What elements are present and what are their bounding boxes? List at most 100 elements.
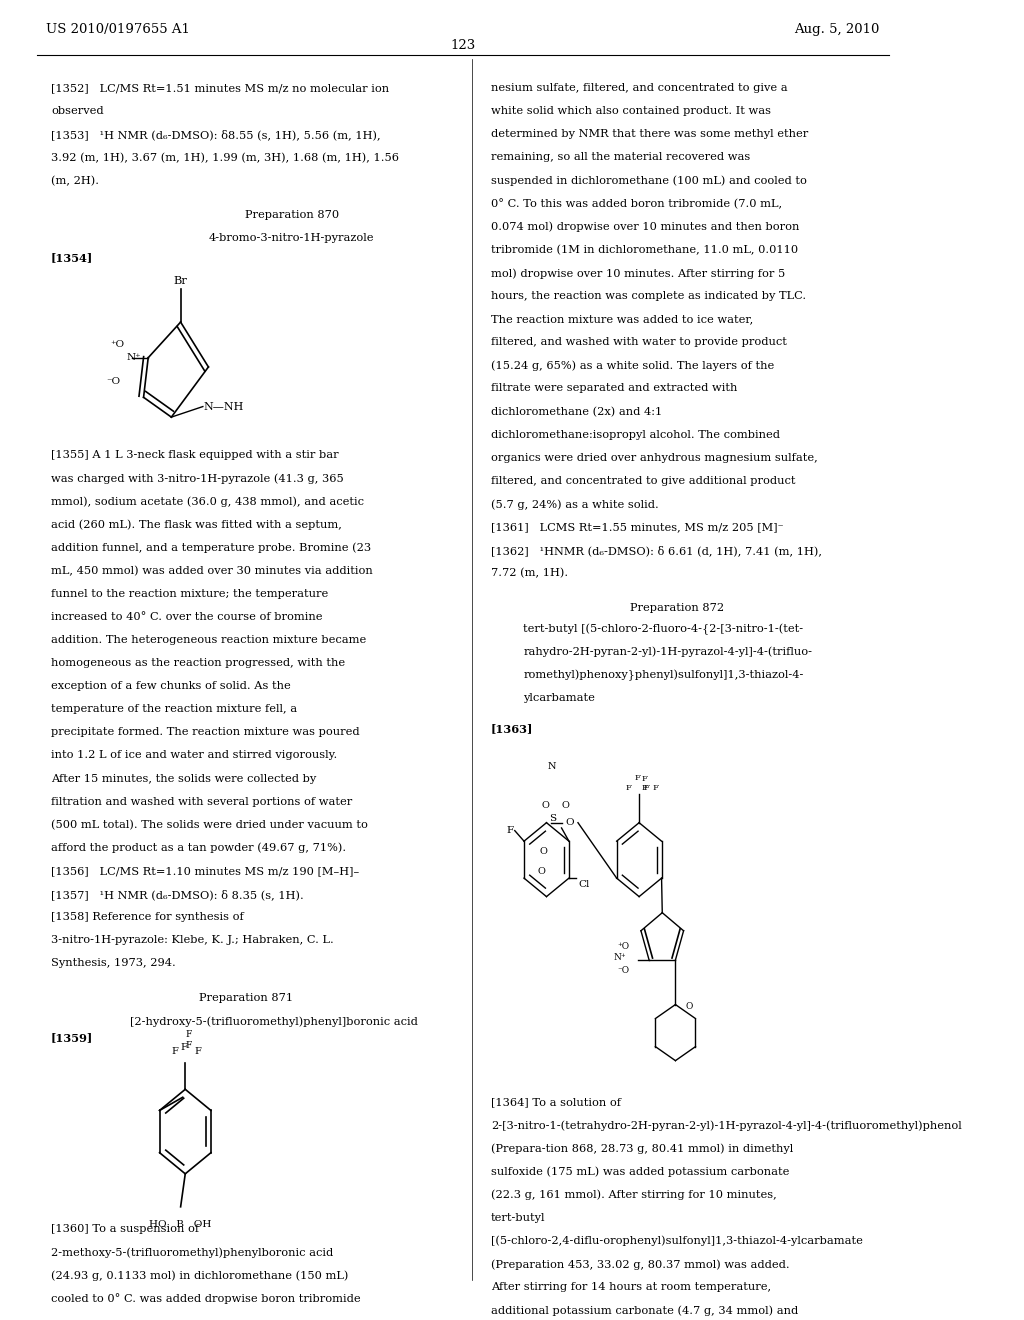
Text: 0.074 mol) dropwise over 10 minutes and then boron: 0.074 mol) dropwise over 10 minutes and … — [490, 222, 800, 232]
Text: [1357]   ¹H NMR (d₆-DMSO): δ 8.35 (s, 1H).: [1357] ¹H NMR (d₆-DMSO): δ 8.35 (s, 1H). — [51, 888, 304, 900]
Text: After stirring for 14 hours at room temperature,: After stirring for 14 hours at room temp… — [490, 1282, 771, 1292]
Text: increased to 40° C. over the course of bromine: increased to 40° C. over the course of b… — [51, 611, 323, 622]
Text: N: N — [548, 762, 556, 771]
Text: addition funnel, and a temperature probe. Bromine (23: addition funnel, and a temperature probe… — [51, 543, 371, 553]
Text: F: F — [635, 775, 640, 783]
Text: cooled to 0° C. was added dropwise boron tribromide: cooled to 0° C. was added dropwise boron… — [51, 1294, 360, 1304]
Text: exception of a few chunks of solid. As the: exception of a few chunks of solid. As t… — [51, 681, 291, 692]
Text: (22.3 g, 161 mmol). After stirring for 10 minutes,: (22.3 g, 161 mmol). After stirring for 1… — [490, 1189, 776, 1200]
Text: sulfoxide (175 mL) was added potassium carbonate: sulfoxide (175 mL) was added potassium c… — [490, 1167, 790, 1177]
Text: acid (260 mL). The flask was fitted with a septum,: acid (260 mL). The flask was fitted with… — [51, 519, 342, 531]
Text: determined by NMR that there was some methyl ether: determined by NMR that there was some me… — [490, 129, 808, 140]
Text: tert-butyl: tert-butyl — [490, 1213, 546, 1222]
Text: filtrate were separated and extracted with: filtrate were separated and extracted wi… — [490, 383, 737, 393]
Text: dichloromethane:isopropyl alcohol. The combined: dichloromethane:isopropyl alcohol. The c… — [490, 429, 780, 440]
Text: remaining, so all the material recovered was: remaining, so all the material recovered… — [490, 152, 751, 162]
Text: [1354]: [1354] — [51, 252, 93, 263]
Text: Preparation 871: Preparation 871 — [199, 993, 293, 1003]
Text: [1355] A 1 L 3-neck flask equipped with a stir bar: [1355] A 1 L 3-neck flask equipped with … — [51, 450, 339, 461]
Text: ⁺O: ⁺O — [110, 341, 124, 348]
Text: [2-hydroxy-5-(trifluoromethyl)phenyl]boronic acid: [2-hydroxy-5-(trifluoromethyl)phenyl]bor… — [130, 1016, 418, 1027]
Text: mol) dropwise over 10 minutes. After stirring for 5: mol) dropwise over 10 minutes. After sti… — [490, 268, 785, 279]
Text: (15.24 g, 65%) as a white solid. The layers of the: (15.24 g, 65%) as a white solid. The lay… — [490, 360, 774, 371]
Text: Aug. 5, 2010: Aug. 5, 2010 — [795, 22, 880, 36]
Text: N⁺: N⁺ — [126, 354, 140, 362]
Text: afford the product as a tan powder (49.67 g, 71%).: afford the product as a tan powder (49.6… — [51, 842, 346, 854]
Text: HO   B   OH: HO B OH — [150, 1220, 212, 1229]
Text: [1352]   LC/MS Rt=1.51 minutes MS m/z no molecular ion: [1352] LC/MS Rt=1.51 minutes MS m/z no m… — [51, 83, 389, 94]
Text: into 1.2 L of ice and water and stirred vigorously.: into 1.2 L of ice and water and stirred … — [51, 750, 337, 760]
Text: romethyl)phenoxy}phenyl)sulfonyl]1,3-thiazol-4-: romethyl)phenoxy}phenyl)sulfonyl]1,3-thi… — [523, 669, 804, 681]
Text: O: O — [539, 847, 547, 857]
Text: Preparation 872: Preparation 872 — [630, 603, 724, 612]
Text: [1353]   ¹H NMR (d₆-DMSO): δ8.55 (s, 1H), 5.56 (m, 1H),: [1353] ¹H NMR (d₆-DMSO): δ8.55 (s, 1H), … — [51, 129, 381, 140]
Text: F: F — [171, 1047, 178, 1056]
Text: ⁻O: ⁻O — [106, 378, 121, 385]
Text: The reaction mixture was added to ice water,: The reaction mixture was added to ice wa… — [490, 314, 754, 325]
Text: [1362]   ¹HNMR (d₆-DMSO): δ 6.61 (d, 1H), 7.41 (m, 1H),: [1362] ¹HNMR (d₆-DMSO): δ 6.61 (d, 1H), … — [490, 545, 822, 556]
Text: O: O — [541, 801, 549, 810]
Text: O: O — [538, 867, 545, 876]
Text: 7.72 (m, 1H).: 7.72 (m, 1H). — [490, 568, 568, 578]
Text: observed: observed — [51, 107, 103, 116]
Text: F: F — [195, 1047, 202, 1056]
Text: 0° C. To this was added boron tribromide (7.0 mL,: 0° C. To this was added boron tribromide… — [490, 198, 782, 210]
Text: nesium sulfate, filtered, and concentrated to give a: nesium sulfate, filtered, and concentrat… — [490, 83, 787, 94]
Text: mmol), sodium acetate (36.0 g, 438 mmol), and acetic: mmol), sodium acetate (36.0 g, 438 mmol)… — [51, 496, 364, 507]
Text: (5.7 g, 24%) as a white solid.: (5.7 g, 24%) as a white solid. — [490, 499, 658, 510]
Text: addition. The heterogeneous reaction mixture became: addition. The heterogeneous reaction mix… — [51, 635, 367, 645]
Text: funnel to the reaction mixture; the temperature: funnel to the reaction mixture; the temp… — [51, 589, 329, 599]
Text: filtration and washed with several portions of water: filtration and washed with several porti… — [51, 796, 352, 807]
Text: F: F — [180, 1043, 186, 1052]
Text: F
F: F F — [185, 1031, 191, 1049]
Text: [1361]   LCMS Rt=1.55 minutes, MS m/z 205 [M]⁻: [1361] LCMS Rt=1.55 minutes, MS m/z 205 … — [490, 521, 783, 532]
Text: filtered, and concentrated to give additional product: filtered, and concentrated to give addit… — [490, 475, 796, 486]
Text: 3.92 (m, 1H), 3.67 (m, 1H), 1.99 (m, 3H), 1.68 (m, 1H), 1.56: 3.92 (m, 1H), 3.67 (m, 1H), 1.99 (m, 3H)… — [51, 152, 399, 162]
Text: Preparation 870: Preparation 870 — [246, 210, 340, 220]
Text: 3-nitro-1H-pyrazole: Klebe, K. J.; Habraken, C. L.: 3-nitro-1H-pyrazole: Klebe, K. J.; Habra… — [51, 935, 334, 945]
Text: 4-bromo-3-nitro-1H-pyrazole: 4-bromo-3-nitro-1H-pyrazole — [209, 234, 374, 243]
Text: [(5-chloro-2,4-diflu-orophenyl)sulfonyl]1,3-thiazol-4-ylcarbamate: [(5-chloro-2,4-diflu-orophenyl)sulfonyl]… — [490, 1236, 863, 1246]
Text: ⁺O: ⁺O — [617, 942, 629, 952]
Text: suspended in dichloromethane (100 mL) and cooled to: suspended in dichloromethane (100 mL) an… — [490, 176, 807, 186]
Text: 2-methoxy-5-(trifluoromethyl)phenylboronic acid: 2-methoxy-5-(trifluoromethyl)phenylboron… — [51, 1247, 333, 1258]
Text: tert-butyl [(5-chloro-2-fluoro-4-{2-[3-nitro-1-(tet-: tert-butyl [(5-chloro-2-fluoro-4-{2-[3-n… — [523, 623, 804, 635]
Text: [1360] To a suspension of: [1360] To a suspension of — [51, 1224, 199, 1234]
Text: organics were dried over anhydrous magnesium sulfate,: organics were dried over anhydrous magne… — [490, 453, 817, 463]
Text: F
F  F: F F F — [642, 775, 658, 792]
Text: [1364] To a solution of: [1364] To a solution of — [490, 1097, 621, 1107]
Text: After 15 minutes, the solids were collected by: After 15 minutes, the solids were collec… — [51, 774, 316, 784]
Text: (Prepara-tion 868, 28.73 g, 80.41 mmol) in dimethyl: (Prepara-tion 868, 28.73 g, 80.41 mmol) … — [490, 1143, 794, 1154]
Text: O: O — [686, 1002, 693, 1011]
Text: O: O — [565, 818, 573, 828]
Text: white solid which also contained product. It was: white solid which also contained product… — [490, 107, 771, 116]
Text: filtered, and washed with water to provide product: filtered, and washed with water to provi… — [490, 337, 786, 347]
Text: F: F — [626, 784, 631, 792]
Text: temperature of the reaction mixture fell, a: temperature of the reaction mixture fell… — [51, 704, 297, 714]
Text: [1358] Reference for synthesis of: [1358] Reference for synthesis of — [51, 912, 244, 923]
Text: S: S — [549, 814, 556, 824]
Text: [1363]: [1363] — [490, 723, 534, 734]
Text: (500 mL total). The solids were dried under vacuum to: (500 mL total). The solids were dried un… — [51, 820, 368, 830]
Text: US 2010/0197655 A1: US 2010/0197655 A1 — [46, 22, 190, 36]
Text: rahydro-2H-pyran-2-yl)-1H-pyrazol-4-yl]-4-(trifluo-: rahydro-2H-pyran-2-yl)-1H-pyrazol-4-yl]-… — [523, 647, 812, 657]
Text: tribromide (1M in dichloromethane, 11.0 mL, 0.0110: tribromide (1M in dichloromethane, 11.0 … — [490, 244, 798, 255]
Text: 2-[3-nitro-1-(tetrahydro-2H-pyran-2-yl)-1H-pyrazol-4-yl]-4-(trifluoromethyl)phen: 2-[3-nitro-1-(tetrahydro-2H-pyran-2-yl)-… — [490, 1121, 962, 1131]
Text: ylcarbamate: ylcarbamate — [523, 693, 595, 704]
Text: [1359]: [1359] — [51, 1032, 93, 1043]
Text: Cl: Cl — [579, 880, 590, 890]
Text: F: F — [644, 784, 649, 792]
Text: O: O — [561, 801, 569, 810]
Text: 123: 123 — [451, 38, 476, 51]
Text: (24.93 g, 0.1133 mol) in dichloromethane (150 mL): (24.93 g, 0.1133 mol) in dichloromethane… — [51, 1270, 348, 1280]
Text: Synthesis, 1973, 294.: Synthesis, 1973, 294. — [51, 958, 176, 969]
Text: hours, the reaction was complete as indicated by TLC.: hours, the reaction was complete as indi… — [490, 290, 806, 301]
Text: F: F — [507, 825, 514, 834]
Text: dichloromethane (2x) and 4:1: dichloromethane (2x) and 4:1 — [490, 407, 663, 417]
Text: ⁻O: ⁻O — [617, 966, 629, 975]
Text: (Preparation 453, 33.02 g, 80.37 mmol) was added.: (Preparation 453, 33.02 g, 80.37 mmol) w… — [490, 1259, 790, 1270]
Text: homogeneous as the reaction progressed, with the: homogeneous as the reaction progressed, … — [51, 657, 345, 668]
Text: mL, 450 mmol) was added over 30 minutes via addition: mL, 450 mmol) was added over 30 minutes … — [51, 565, 373, 576]
Text: [1356]   LC/MS Rt=1.10 minutes MS m/z 190 [M–H]–: [1356] LC/MS Rt=1.10 minutes MS m/z 190 … — [51, 866, 359, 876]
Text: N⁺: N⁺ — [613, 953, 626, 962]
